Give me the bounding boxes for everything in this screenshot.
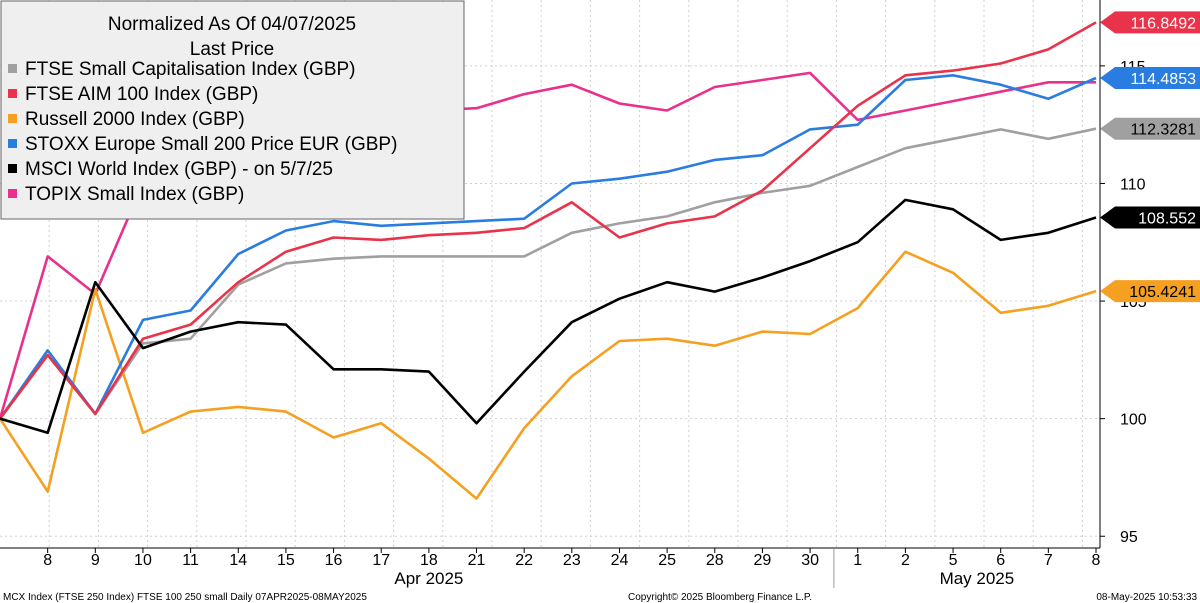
- x-tick-label: 24: [611, 552, 629, 569]
- legend-items: FTSE Small Capitalisation Index (GBP) FTS…: [8, 59, 397, 205]
- legend-swatch: [8, 114, 17, 123]
- legend: Normalized As Of 04/07/2025 Last Price F…: [0, 0, 465, 220]
- x-tick-label: 23: [563, 552, 581, 569]
- legend-swatch: [8, 64, 17, 73]
- price-tag-shape: [1100, 11, 1200, 34]
- price-tag: 114.4853: [1100, 66, 1200, 89]
- x-tick-label: 17: [372, 552, 390, 569]
- series-lines: [0, 21, 1097, 500]
- legend-label: FTSE AIM 100 Index (GBP): [25, 84, 258, 105]
- footer-copyright: Copyright© 2025 Bloomberg Finance L.P.: [628, 592, 812, 603]
- price-tag: 105.4241: [1100, 280, 1200, 303]
- x-axis-ticks: 8 9 10 11 14 15 16 17 18 21 22 23 24 25 28 29 30 1 2 5 6 7 8Ap…: [43, 548, 1101, 588]
- series-line: [0, 21, 1097, 420]
- x-tick-label: 21: [468, 552, 486, 569]
- x-tick-label: 7: [1044, 552, 1053, 569]
- price-tag: 112.3281: [1100, 117, 1200, 140]
- x-tick-label: 2: [901, 552, 910, 569]
- footer-source: MCX Index (FTSE 250 Index) FTSE 100 250 …: [3, 592, 367, 603]
- month-label: May 2025: [940, 569, 1015, 588]
- price-tag: 116.8492: [1100, 11, 1200, 34]
- x-tick-label: 30: [801, 552, 819, 569]
- price-tag-shape: [1100, 206, 1200, 229]
- series-line: [0, 250, 1097, 500]
- legend-label: FTSE Small Capitalisation Index (GBP): [25, 59, 356, 80]
- price-tag-shape: [1100, 66, 1200, 89]
- x-tick-label: 25: [658, 552, 676, 569]
- price-tag-label: 112.3281: [1130, 122, 1196, 139]
- legend-label: TOPIX Small Index (GBP): [25, 184, 244, 205]
- price-tag-label: 108.552: [1138, 211, 1196, 228]
- chart-subtitle: Last Price: [190, 39, 274, 60]
- price-tag-shape: [1100, 280, 1200, 303]
- x-tick-label: 14: [229, 552, 247, 569]
- x-tick-label: 9: [91, 552, 100, 569]
- series-line: [0, 74, 1097, 420]
- legend-swatch: [8, 189, 17, 198]
- x-tick-label: 10: [134, 552, 152, 569]
- legend-label: STOXX Europe Small 200 Price EUR (GBP): [25, 134, 397, 155]
- x-tick-label: 28: [706, 552, 724, 569]
- axes: [0, 0, 1101, 549]
- x-tick-label: 16: [325, 552, 343, 569]
- legend-box: [0, 0, 465, 220]
- x-tick-label: 8: [1092, 552, 1101, 569]
- legend-label: Russell 2000 Index (GBP): [25, 109, 245, 130]
- month-label: Apr 2025: [394, 569, 463, 588]
- footer: MCX Index (FTSE 250 Index) FTSE 100 250 …: [3, 592, 1197, 603]
- footer-timestamp: 08-May-2025 10:53:33: [1096, 592, 1197, 603]
- legend-swatch: [8, 139, 17, 148]
- chart-title: Normalized As Of 04/07/2025: [108, 14, 356, 35]
- x-tick-label: 8: [43, 552, 52, 569]
- y-tick-label: 100: [1120, 412, 1147, 429]
- legend-swatch: [8, 89, 17, 98]
- x-tick-label: 15: [277, 552, 295, 569]
- price-tag-label: 116.8492: [1130, 15, 1196, 32]
- x-tick-label: 18: [420, 552, 438, 569]
- y-tick-label: 110: [1120, 176, 1146, 193]
- price-tag-label: 114.4853: [1130, 71, 1196, 88]
- price-tag: 108.552: [1100, 206, 1200, 229]
- x-tick-label: 29: [754, 552, 772, 569]
- x-tick-label: 1: [853, 552, 862, 569]
- x-tick-label: 6: [996, 552, 1005, 569]
- last-price-tags: 112.3281 116.8492 105.4241 114.4853 108.552: [1100, 11, 1200, 303]
- x-tick-label: 11: [182, 552, 199, 569]
- legend-swatch: [8, 164, 17, 173]
- x-tick-label: 5: [949, 552, 958, 569]
- x-tick-label: 22: [515, 552, 533, 569]
- price-tag-shape: [1100, 117, 1200, 140]
- legend-label: MSCI World Index (GBP) - on 5/7/25: [25, 159, 333, 180]
- series-line: [0, 198, 1097, 435]
- price-tag-label: 105.4241: [1129, 284, 1196, 301]
- y-tick-label: 95: [1120, 529, 1138, 546]
- series-line: [0, 127, 1097, 420]
